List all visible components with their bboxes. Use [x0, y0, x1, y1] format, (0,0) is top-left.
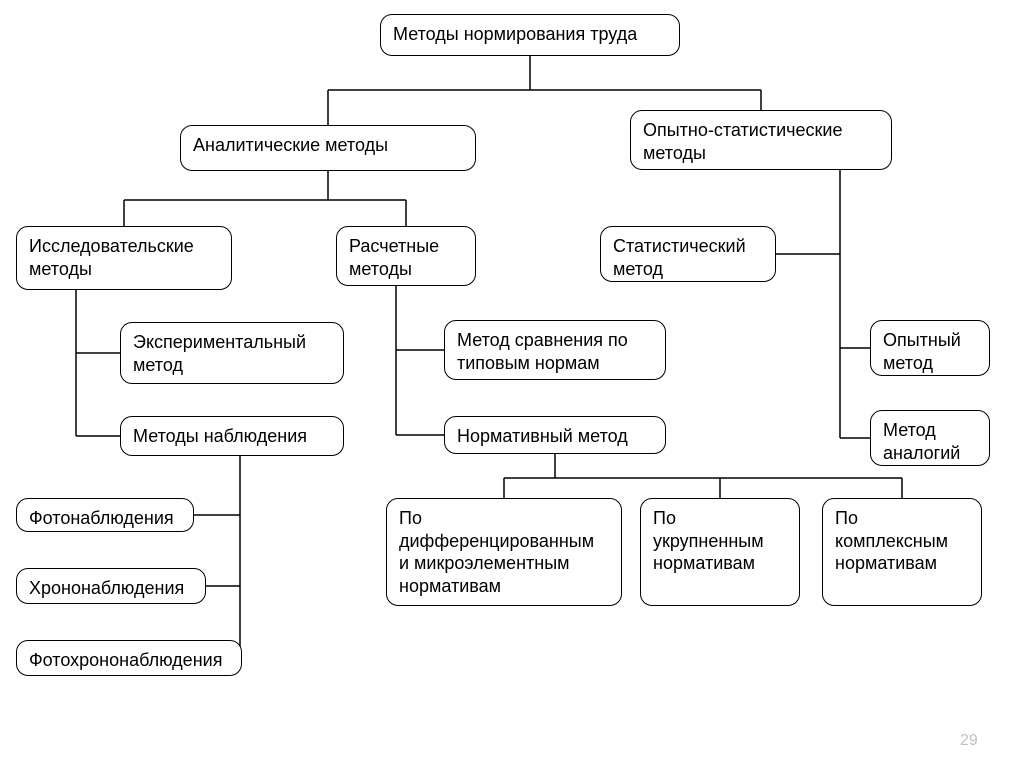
node-statm: Статистический метод	[600, 226, 776, 282]
node-observe: Методы наблюдения	[120, 416, 344, 456]
node-root: Методы нормирования труда	[380, 14, 680, 56]
node-compare: Метод сравнения по типовым нормам	[444, 320, 666, 380]
node-ukrup: По укрупненным нормативам	[640, 498, 800, 606]
node-norm: Нормативный метод	[444, 416, 666, 454]
node-analog: Метод аналогий	[870, 410, 990, 466]
node-stat: Опытно-статистические методы	[630, 110, 892, 170]
node-exper: Экспериментальный метод	[120, 322, 344, 384]
node-research: Исследовательские методы	[16, 226, 232, 290]
node-diff: По дифференцированным и микроэлементным …	[386, 498, 622, 606]
page-number: 29	[960, 732, 978, 750]
node-komp: По комплексным нормативам	[822, 498, 982, 606]
node-photo: Фотонаблюдения	[16, 498, 194, 532]
node-calc: Расчетные методы	[336, 226, 476, 286]
node-photochr: Фотохрононаблюдения	[16, 640, 242, 676]
node-chrono: Хрононаблюдения	[16, 568, 206, 604]
node-opyt: Опытный метод	[870, 320, 990, 376]
node-anal: Аналитические методы	[180, 125, 476, 171]
